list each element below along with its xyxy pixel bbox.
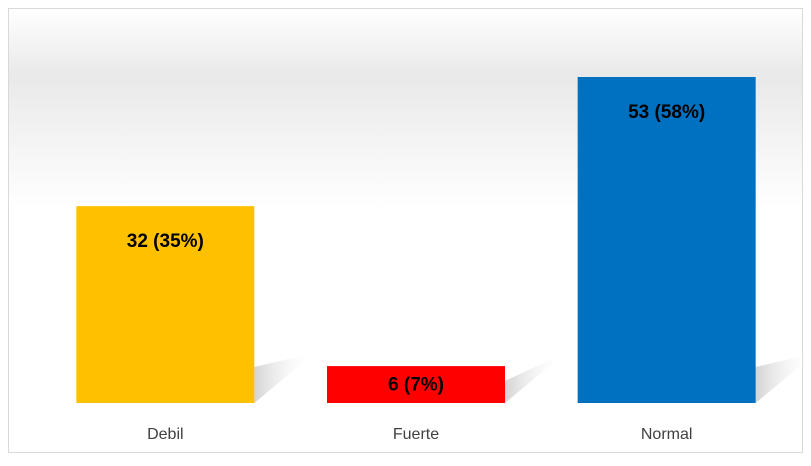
bar-shadow (505, 353, 565, 403)
value-label: 6 (7%) (388, 375, 444, 396)
x-tick-label: Debil (147, 426, 183, 443)
value-label: 53 (58%) (628, 102, 705, 123)
bar (577, 77, 756, 403)
bar (327, 366, 505, 403)
x-tick-label: Normal (641, 426, 693, 443)
bar (76, 206, 255, 403)
x-tick-label: Fuerte (393, 426, 439, 443)
bar-shadow (254, 353, 315, 403)
bar-shadow (755, 354, 811, 403)
value-label: 32 (35%) (127, 231, 204, 252)
